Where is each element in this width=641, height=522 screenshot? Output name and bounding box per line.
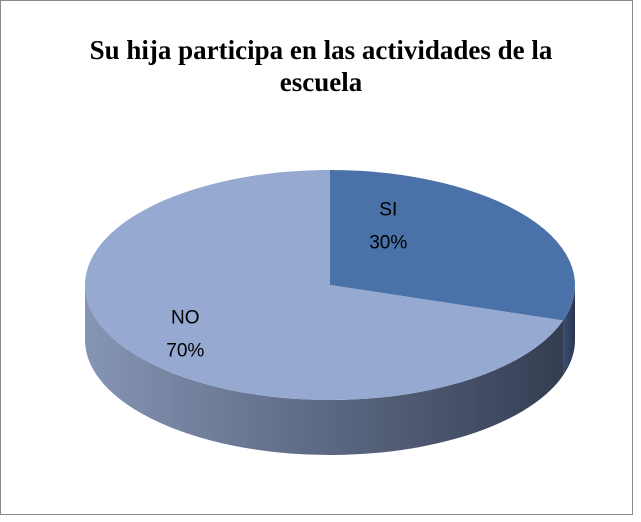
data-label-value: 70%	[166, 340, 204, 361]
chart-title: Su hija participa en las actividades de …	[89, 35, 553, 97]
data-label-category: NO	[171, 307, 200, 328]
pie-slice-side	[85, 285, 564, 455]
pie-slice	[84, 169, 564, 400]
data-label-category: SI	[379, 200, 397, 221]
data-label-value: 30%	[369, 233, 407, 254]
pie-slice	[330, 170, 575, 321]
pie-slice-side	[563, 285, 575, 376]
